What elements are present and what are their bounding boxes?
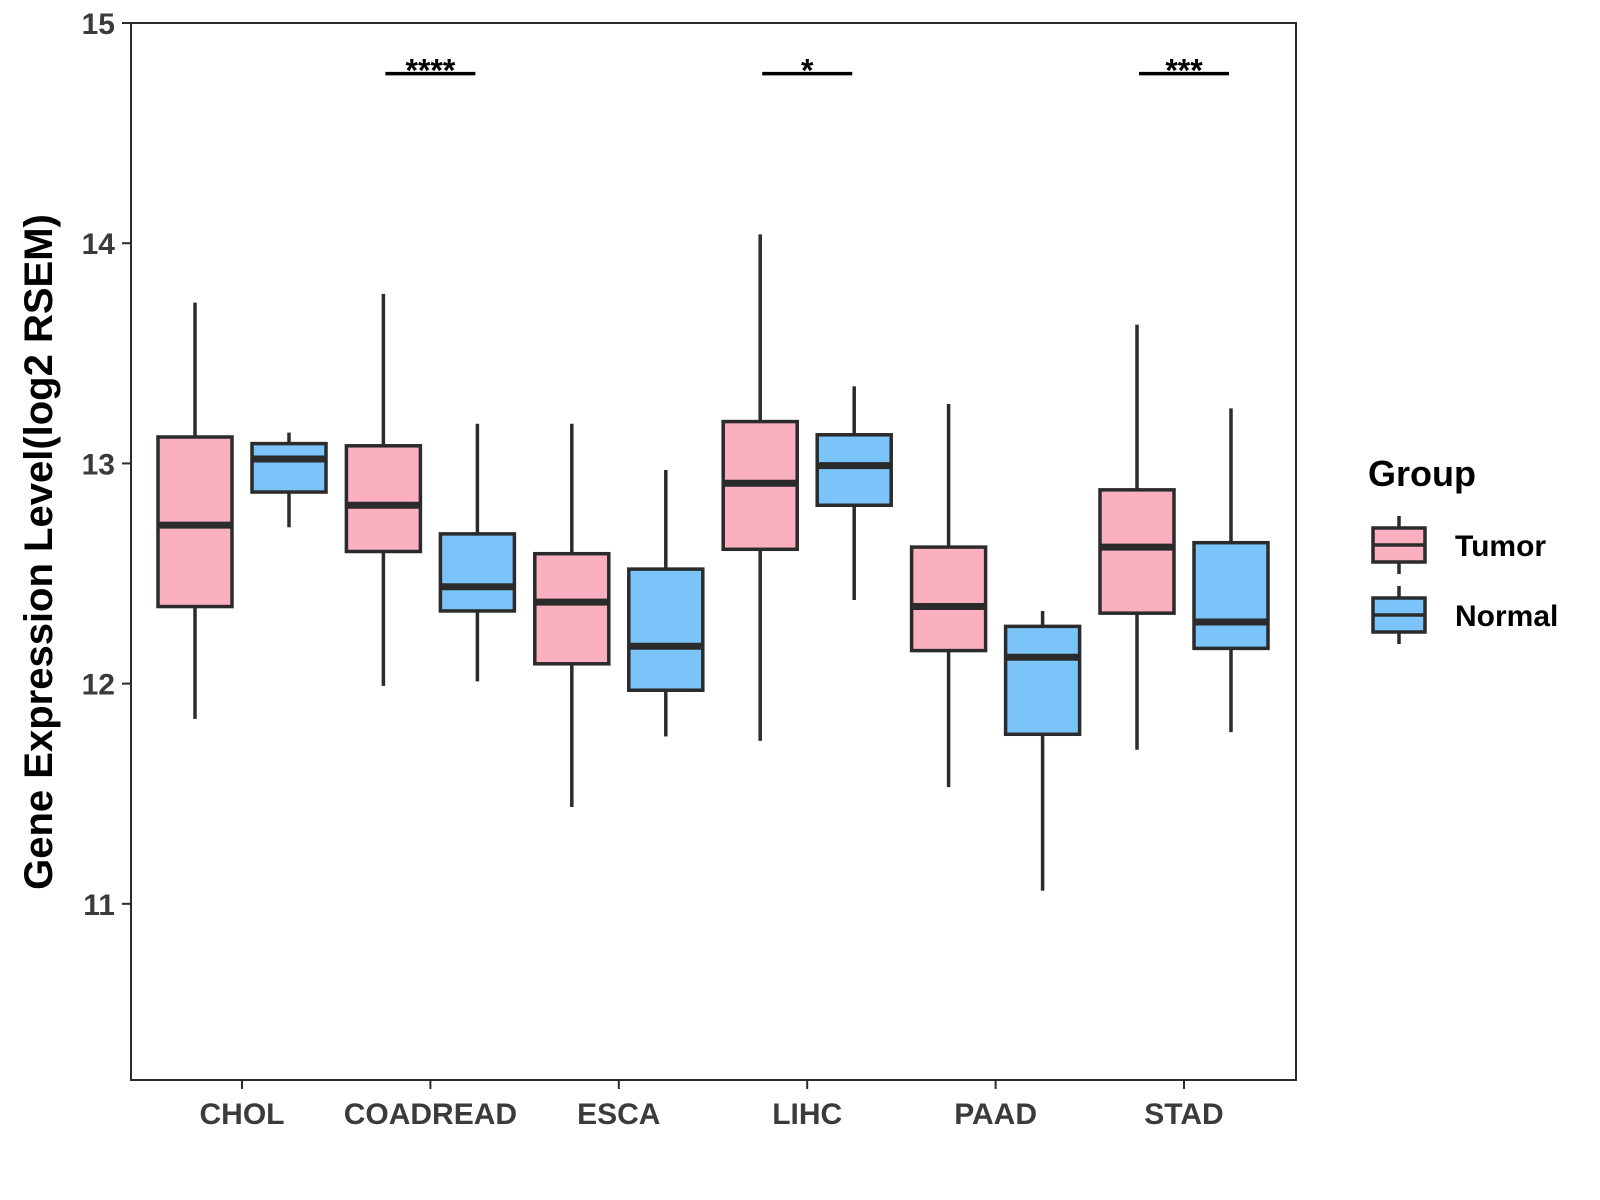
box-body <box>250 441 328 494</box>
legend: Group Tumor Normal <box>1368 453 1558 644</box>
box-tumor-chol <box>156 302 234 719</box>
x-axis: CHOL COADREAD ESCA LIHC PAAD STAD <box>200 1080 1224 1131</box>
legend-label: Tumor <box>1455 530 1546 563</box>
box-tumor-lihc <box>721 234 799 741</box>
box-body <box>344 444 423 554</box>
box-body <box>1098 488 1176 615</box>
legend-key-normal: Normal <box>1371 586 1558 644</box>
box-tumor-stad <box>1098 324 1176 750</box>
significance-lihc: * <box>762 53 853 89</box>
box-body <box>438 532 517 613</box>
significance-coadread: **** <box>385 53 476 89</box>
box-tumor-paad <box>909 403 988 788</box>
x-tick-label-stad: STAD <box>1144 1098 1223 1131</box>
box-normal-paad <box>1003 610 1082 891</box>
box-series <box>156 234 1270 891</box>
significance-label: **** <box>405 53 455 89</box>
box-body <box>627 567 705 692</box>
box-tumor-esca <box>533 423 611 807</box>
x-tick-label-esca: ESCA <box>577 1098 660 1131</box>
significance-label: *** <box>1165 53 1203 89</box>
significance-stad: *** <box>1139 53 1229 89</box>
box-tumor-coadread <box>344 293 423 686</box>
x-tick-label-paad: PAAD <box>954 1098 1037 1131</box>
box-normal-stad <box>1192 408 1270 733</box>
legend-keys: Tumor Normal <box>1371 516 1558 644</box>
y-tick-label: 11 <box>83 889 115 922</box>
significance-annotations: **** * *** <box>385 53 1229 89</box>
legend-title: Group <box>1368 453 1476 494</box>
y-tick-label: 15 <box>82 8 115 41</box>
legend-key-tumor: Tumor <box>1371 516 1546 574</box>
box-body <box>1192 540 1270 651</box>
legend-label: Normal <box>1455 600 1558 633</box>
box-normal-coadread <box>438 423 517 682</box>
y-axis: 11 12 13 14 15 <box>82 8 131 922</box>
box-body <box>909 545 988 653</box>
y-tick-label: 12 <box>82 669 115 702</box>
y-tick-label: 14 <box>82 228 116 261</box>
y-tick-label: 13 <box>82 448 115 481</box>
y-axis-title: Gene Expression Level(log2 RSEM) <box>17 214 61 890</box>
box-normal-lihc <box>815 386 893 600</box>
box-body <box>1003 624 1082 737</box>
significance-label: * <box>801 53 814 89</box>
x-tick-label-coadread: COADREAD <box>344 1098 517 1131</box>
x-tick-label-chol: CHOL <box>200 1098 285 1131</box>
box-normal-chol <box>250 432 328 528</box>
x-tick-label-lihc: LIHC <box>772 1098 842 1131</box>
box-body <box>533 551 611 666</box>
box-body <box>815 433 893 508</box>
box-normal-esca <box>627 470 705 737</box>
plot-panel <box>130 22 1297 1081</box>
